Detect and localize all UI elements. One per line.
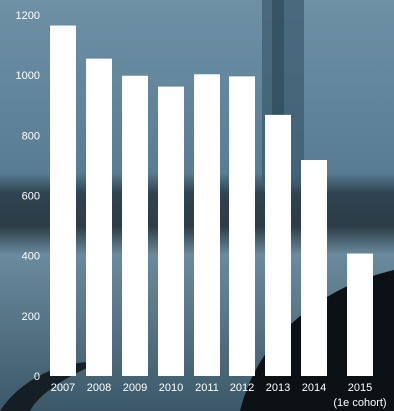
- bars-group: [50, 25, 373, 377]
- x-tick-label-6: 2013: [266, 382, 290, 394]
- bar-1: [86, 58, 112, 376]
- x-tick-label-line: 2015: [348, 382, 372, 394]
- y-tick-label-2: 400: [22, 251, 40, 263]
- x-tick-label-line: 2011: [195, 382, 219, 394]
- bar-3: [158, 86, 184, 377]
- x-tick-label-line: 2009: [123, 382, 147, 394]
- x-tick-label-5: 2012: [230, 382, 254, 394]
- x-tick-label-4: 2011: [195, 382, 219, 394]
- bar-8: [347, 253, 373, 376]
- x-tick-label-3: 2010: [159, 382, 183, 394]
- y-axis-ticks: 0 200 400 600 800 1000 1200: [16, 10, 40, 383]
- x-tick-label-1: 2008: [87, 382, 111, 394]
- y-tick-label-3: 600: [22, 191, 40, 203]
- x-tick-label-line: 2014: [302, 382, 326, 394]
- y-tick-label-6: 1200: [16, 10, 40, 22]
- bar-4: [194, 74, 220, 377]
- y-tick-label-0: 0: [34, 371, 40, 383]
- bar-6: [265, 114, 291, 377]
- x-tick-label-8: 2015 (1e cohort): [333, 382, 386, 409]
- bar-2: [122, 75, 148, 376]
- y-tick-label-1: 200: [22, 311, 40, 323]
- x-tick-label-0: 2007: [51, 382, 75, 394]
- background-dark-corner: [0, 361, 100, 411]
- y-tick-label-4: 800: [22, 130, 40, 142]
- x-tick-label-2: 2009: [123, 382, 147, 394]
- y-tick-label-5: 1000: [16, 70, 40, 82]
- bar-5: [229, 76, 255, 377]
- x-axis-ticks: 2007 2008 2009 2010 2011 2012 2013 2014 2015 (1e …: [51, 382, 387, 409]
- x-tick-label-line: 2008: [87, 382, 111, 394]
- bar-0: [50, 25, 76, 376]
- x-tick-label-line: 2010: [159, 382, 183, 394]
- x-tick-label-line: 2007: [51, 382, 75, 394]
- bar-7: [301, 160, 327, 376]
- x-tick-label-7: 2014: [302, 382, 326, 394]
- x-tick-label-line: 2013: [266, 382, 290, 394]
- x-tick-label-line: 2012: [230, 382, 254, 394]
- x-tick-label-line: (1e cohort): [333, 397, 386, 409]
